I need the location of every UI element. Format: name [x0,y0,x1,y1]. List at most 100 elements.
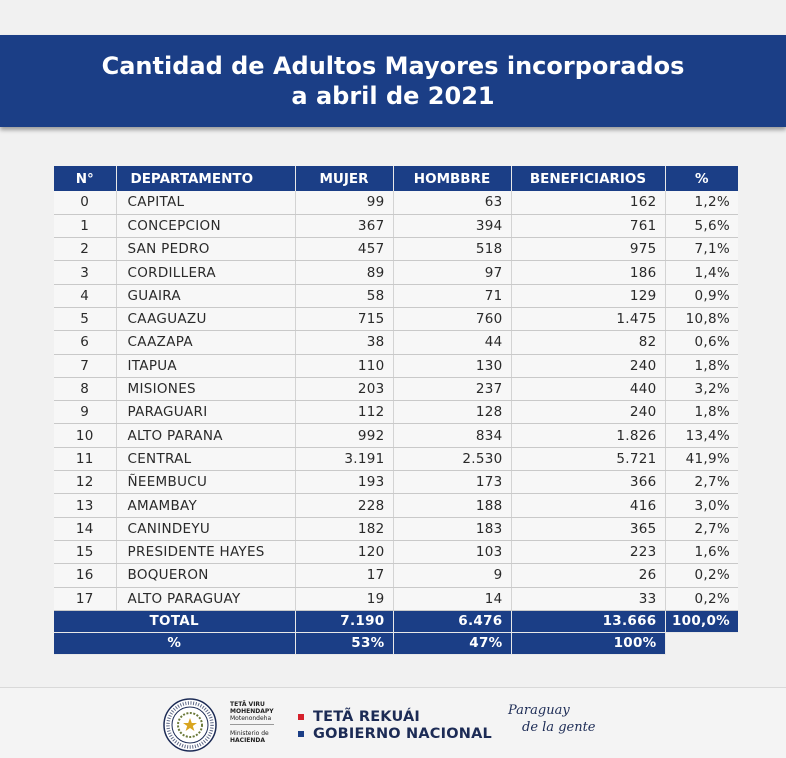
table-row: 6 CAAZAPA 38 44 82 0,6% [54,330,738,355]
row-number: 12 [54,470,117,495]
total-row: TOTAL 7.190 6.476 13.666 100,0% [54,610,738,633]
row-departamento: MISIONES [116,377,296,402]
row-beneficiarios: 366 [511,470,666,495]
total-percent: 100,0% [665,610,738,633]
row-beneficiarios: 761 [511,214,666,239]
row-beneficiarios: 1.826 [511,423,666,448]
row-percent: 1,4% [665,260,738,285]
row-departamento: CENTRAL [116,447,296,472]
row-mujer: 203 [295,377,394,402]
row-beneficiarios: 975 [511,237,666,262]
header-departamento: DEPARTAMENTO [116,166,296,191]
total-label: TOTAL [54,610,296,633]
row-beneficiarios: 416 [511,493,666,518]
row-departamento: PRESIDENTE HAYES [116,540,296,565]
row-percent: 5,6% [665,214,738,239]
row-departamento: ITAPUA [116,354,296,378]
row-hombre: 128 [393,400,512,425]
total-hombre: 6.476 [393,610,512,633]
table-row: 12 ÑEEMBUCU 193 173 366 2,7% [54,470,738,495]
row-mujer: 17 [295,563,394,588]
slogan: Paraguay de la gente [508,702,596,736]
row-number: 13 [54,493,117,518]
row-hombre: 183 [393,517,512,541]
row-mujer: 110 [295,354,394,378]
row-hombre: 173 [393,470,512,495]
row-number: 0 [54,191,117,215]
header-number: N° [54,166,117,191]
row-mujer: 3.191 [295,447,394,472]
slogan-line-1: Paraguay [508,703,570,718]
row-beneficiarios: 162 [511,191,666,215]
row-mujer: 457 [295,237,394,262]
table-row: 15 PRESIDENTE HAYES 120 103 223 1,6% [54,540,738,565]
row-percent: 0,6% [665,330,738,355]
percent-label: % [54,632,296,655]
slogan-line-2: de la gente [522,720,596,735]
row-percent: 13,4% [665,423,738,448]
row-number: 15 [54,540,117,565]
header-beneficiarios: BENEFICIARIOS [511,166,666,191]
row-beneficiarios: 223 [511,540,666,565]
table-row: 11 CENTRAL 3.191 2.530 5.721 41,9% [54,447,738,472]
row-mujer: 112 [295,400,394,425]
footer-divider [0,687,786,688]
row-beneficiarios: 240 [511,400,666,425]
table-row: 4 GUAIRA 58 71 129 0,9% [54,284,738,308]
row-hombre: 14 [393,587,512,611]
row-number: 9 [54,400,117,425]
percent-hombre: 47% [393,632,512,655]
row-departamento: AMAMBAY [116,493,296,518]
row-number: 10 [54,423,117,448]
row-departamento: CAAZAPA [116,330,296,355]
row-beneficiarios: 82 [511,330,666,355]
row-percent: 3,2% [665,377,738,402]
row-departamento: CANINDEYU [116,517,296,541]
row-hombre: 394 [393,214,512,239]
row-departamento: ALTO PARANA [116,423,296,448]
row-hombre: 44 [393,330,512,355]
row-departamento: GUAIRA [116,284,296,308]
row-percent: 41,9% [665,447,738,472]
row-departamento: BOQUERON [116,563,296,588]
row-number: 4 [54,284,117,308]
row-mujer: 228 [295,493,394,518]
row-number: 17 [54,587,117,611]
row-number: 16 [54,563,117,588]
row-departamento: CONCEPCION [116,214,296,239]
table-row: 1 CONCEPCION 367 394 761 5,6% [54,214,738,239]
header-hombre: HOMBBRE [393,166,512,191]
gov-line-1: TETÃ REKUÁI [313,708,421,725]
row-hombre: 188 [393,493,512,518]
row-departamento: CAAGUAZU [116,307,296,332]
row-number: 8 [54,377,117,402]
header-mujer: MUJER [295,166,394,191]
row-hombre: 63 [393,191,512,215]
table-row: 17 ALTO PARAGUAY 19 14 33 0,2% [54,587,738,611]
row-number: 7 [54,354,117,378]
table-row: 0 CAPITAL 99 63 162 1,2% [54,191,738,215]
row-beneficiarios: 186 [511,260,666,285]
row-hombre: 518 [393,237,512,262]
row-percent: 10,8% [665,307,738,332]
percent-beneficiarios: 100% [511,632,666,655]
beneficiaries-table: N° DEPARTAMENTO MUJER HOMBBRE BENEFICIAR… [54,166,738,655]
row-beneficiarios: 1.475 [511,307,666,332]
table-row: 16 BOQUERON 17 9 26 0,2% [54,563,738,588]
table-row: 13 AMAMBAY 228 188 416 3,0% [54,493,738,518]
red-square-icon [298,713,304,720]
row-beneficiarios: 240 [511,354,666,378]
row-departamento: ÑEEMBUCU [116,470,296,495]
row-beneficiarios: 26 [511,563,666,588]
row-departamento: SAN PEDRO [116,237,296,262]
row-hombre: 103 [393,540,512,565]
row-hombre: 2.530 [393,447,512,472]
gov-line-2: GOBIERNO NACIONAL [313,725,492,742]
row-mujer: 19 [295,587,394,611]
row-mujer: 120 [295,540,394,565]
percent-empty-cell [665,632,738,654]
row-departamento: ALTO PARAGUAY [116,587,296,611]
table-row: 3 CORDILLERA 89 97 186 1,4% [54,260,738,285]
row-mujer: 182 [295,517,394,541]
row-beneficiarios: 129 [511,284,666,308]
